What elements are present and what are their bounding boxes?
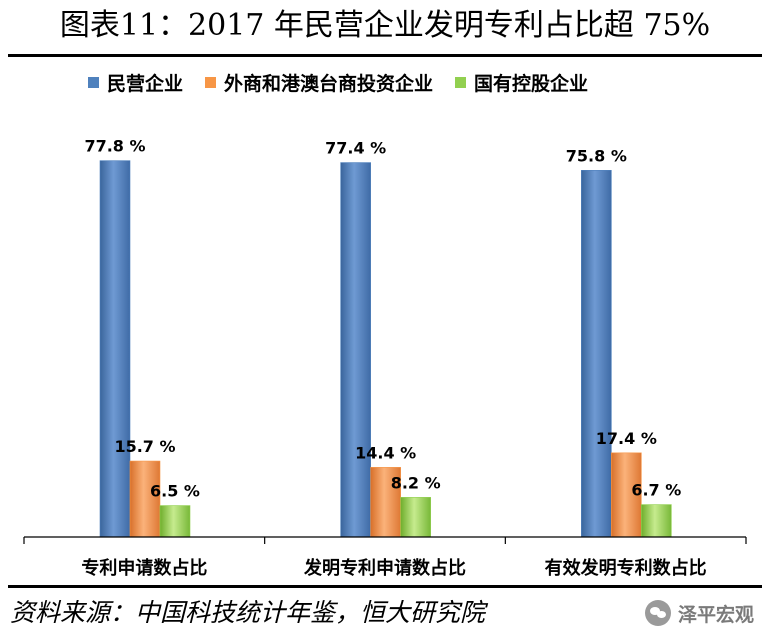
bar-s2-c2	[641, 504, 672, 538]
title-divider	[8, 54, 762, 57]
source-note: 资料来源：中国科技统计年鉴，恒大研究院	[10, 598, 486, 627]
data-label-s1-c2: 17.4 %	[596, 429, 657, 448]
bar-s1-c1	[370, 467, 401, 538]
data-label-s2-c0: 6.5 %	[150, 482, 200, 501]
legend-label-foreign: 外商和港澳台商投资企业	[224, 72, 434, 95]
x-tick-label-2: 有效发明专利数占比	[545, 557, 707, 579]
legend-swatch-foreign	[205, 76, 217, 88]
data-label-s0-c0: 77.8 %	[84, 137, 145, 156]
data-label-s2-c2: 6.7 %	[631, 481, 681, 500]
legend-swatch-private	[88, 76, 99, 88]
bar-s1-c2	[611, 452, 642, 538]
legend-label-state: 国有控股企业	[474, 72, 589, 95]
data-label-s0-c2: 75.8 %	[566, 146, 627, 165]
watermark: 泽平宏观	[644, 596, 754, 630]
watermark-text: 泽平宏观	[677, 603, 754, 626]
data-label-s0-c1: 77.4 %	[325, 139, 386, 158]
data-label-s1-c0: 15.7 %	[114, 437, 175, 456]
footer-divider	[8, 585, 762, 588]
legend-item-private: 民营企业	[88, 69, 183, 96]
legend-item-state: 国有控股企业	[455, 69, 588, 96]
x-tick-label-1: 发明专利申请数占比	[303, 557, 466, 579]
data-label-s2-c1: 8.2 %	[391, 473, 441, 492]
bar-s0-c0	[99, 160, 131, 538]
bar-s2-c0	[159, 505, 191, 538]
data-label-s1-c1: 14.4 %	[355, 443, 416, 462]
bar-s0-c1	[340, 162, 371, 538]
bar-s2-c1	[400, 497, 431, 538]
wechat-icon	[644, 600, 671, 626]
chart-title: 图表11：2017 年民营企业发明专利占比超 75%	[59, 8, 711, 43]
legend: 民营企业 外商和港澳台商投资企业 国有控股企业	[88, 62, 588, 102]
x-tick-label-0: 专利申请数占比	[81, 557, 207, 579]
legend-item-foreign: 外商和港澳台商投资企业	[205, 69, 433, 96]
bar-s0-c2	[581, 170, 612, 538]
legend-label-private: 民营企业	[107, 72, 184, 95]
legend-swatch-state	[455, 76, 467, 88]
